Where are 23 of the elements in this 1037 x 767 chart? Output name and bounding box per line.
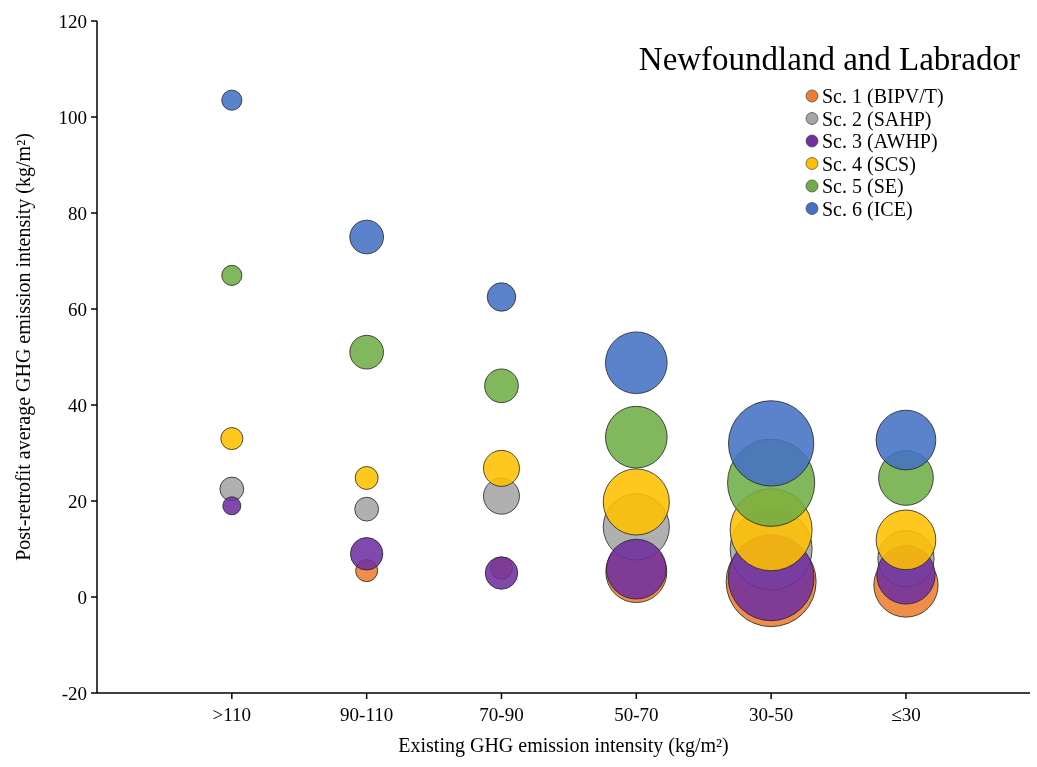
x-axis-title: Existing GHG emission intensity (kg/m²)	[398, 734, 729, 757]
x-tick-label: 30-50	[748, 704, 794, 725]
y-axis-title: Post-retrofit average GHG emission intensity (kg/m²)	[12, 133, 35, 561]
x-tick-label: 50-70	[614, 704, 659, 725]
y-tick-label: 40	[68, 394, 87, 416]
y-tick-label: -20	[61, 682, 87, 704]
x-tick-label: 70-90	[479, 704, 524, 725]
legend-label: Sc. 6 (ICE)	[822, 197, 913, 221]
legend-label: Sc. 5 (SE)	[822, 175, 904, 198]
y-tick-label: 80	[68, 202, 87, 224]
legend-label: Sc. 4 (SCS)	[822, 152, 916, 176]
x-tick-label: ≤30	[891, 704, 921, 725]
x-tick-label: 90-110	[340, 704, 394, 725]
y-tick-label: 120	[58, 10, 87, 32]
y-tick-label: 20	[68, 490, 87, 512]
text: Newfoundland and Labrador	[638, 41, 1020, 77]
legend-label: Sc. 2 (SAHP)	[822, 107, 932, 131]
legend-label: Sc. 1 (BIPV/T)	[822, 85, 944, 108]
y-tick-label: 100	[58, 106, 87, 128]
y-tick-label: 60	[68, 298, 87, 320]
legend-label: Sc. 3 (AWHP)	[822, 130, 938, 153]
y-tick-label: 0	[77, 586, 87, 608]
x-tick-label: >110	[212, 704, 252, 725]
